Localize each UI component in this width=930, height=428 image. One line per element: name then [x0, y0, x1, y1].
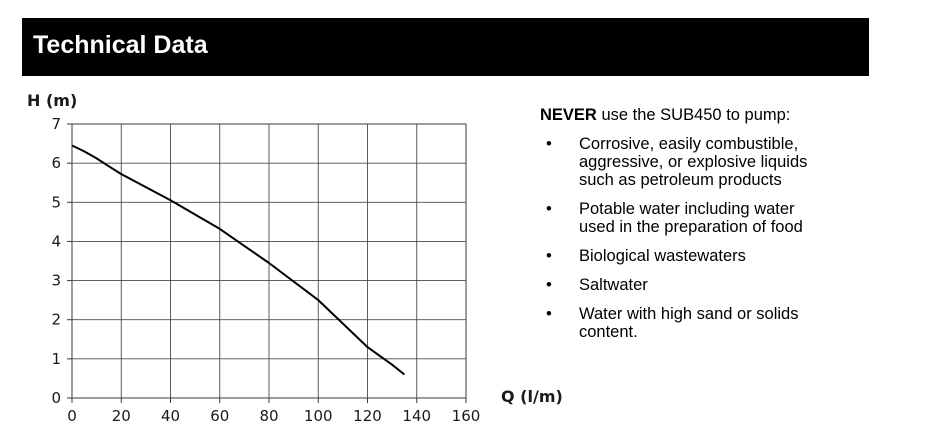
x-tick-label: 120 — [353, 407, 382, 425]
series-line — [71, 144, 406, 376]
y-tick-label: 0 — [51, 389, 61, 407]
bullet-icon: • — [546, 200, 552, 218]
note-item: • Saltwater — [540, 276, 870, 294]
note-line: aggressive, or explosive liquids — [579, 153, 808, 171]
y-axis-label: H (m) — [27, 91, 77, 110]
x-tick-label: 80 — [259, 407, 278, 425]
x-tick-label: 0 — [67, 407, 77, 425]
x-tick-label: 60 — [210, 407, 229, 425]
y-tick-label: 2 — [51, 311, 61, 329]
y-tick-label: 5 — [51, 193, 61, 211]
x-tick-label: 100 — [304, 407, 333, 425]
note-line: Biological wastewaters — [579, 247, 746, 265]
note-line: Potable water including water — [579, 200, 795, 218]
y-tick-label: 3 — [51, 272, 61, 290]
bullet-icon: • — [546, 276, 552, 294]
note-line: used in the preparation of food — [579, 218, 803, 236]
x-tick-label: 140 — [402, 407, 431, 425]
note-line: content. — [579, 323, 638, 341]
x-tick-label: 40 — [161, 407, 180, 425]
x-axis-label: Q (l/m) — [501, 387, 563, 406]
warning-notes: NEVER use the SUB450 to pump: • Corrosive… — [540, 106, 870, 352]
page-title: Technical Data — [33, 31, 208, 59]
note-item: • Water with high sand or solids content. — [540, 305, 870, 341]
note-line: such as petroleum products — [579, 171, 782, 189]
x-tick-label: 20 — [112, 407, 131, 425]
bullet-icon: • — [546, 305, 552, 323]
note-line: Saltwater — [579, 276, 648, 294]
title-bar: Technical Data — [22, 18, 869, 76]
note-item: • Corrosive, easily combustible, aggressiv… — [540, 135, 870, 189]
notes-heading: NEVER use the SUB450 to pump: — [540, 106, 870, 124]
y-tick-label: 6 — [51, 154, 61, 172]
note-item: • Biological wastewaters — [540, 247, 870, 265]
x-tick-label: 160 — [452, 407, 481, 425]
note-line: Corrosive, easily combustible, — [579, 135, 799, 153]
note-item: • Potable water including water used in th… — [540, 200, 870, 236]
y-tick-label: 4 — [51, 232, 61, 250]
y-tick-label: 1 — [51, 350, 61, 368]
note-line: Water with high sand or solids — [579, 305, 799, 323]
y-tick-label: 7 — [51, 115, 61, 133]
bullet-icon: • — [546, 247, 552, 265]
notes-heading-rest: use the SUB450 to pump: — [596, 106, 791, 124]
notes-list: • Corrosive, easily combustible, aggressiv… — [540, 135, 870, 341]
bullet-icon: • — [546, 135, 552, 153]
notes-heading-strong: NEVER — [540, 106, 597, 124]
